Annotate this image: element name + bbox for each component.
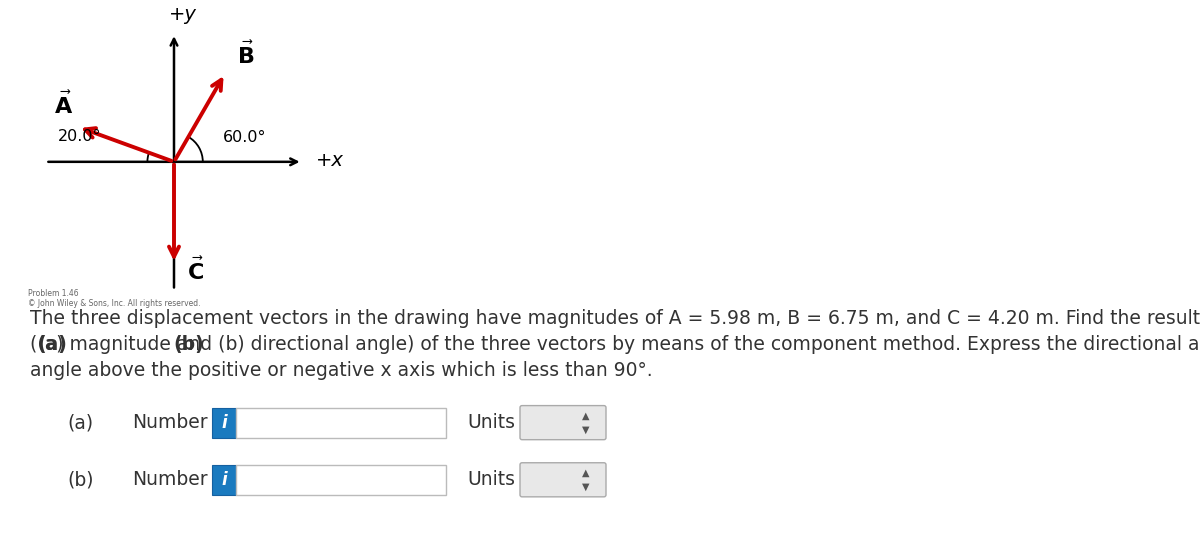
Text: +x: +x	[316, 151, 343, 170]
FancyBboxPatch shape	[520, 463, 606, 497]
Text: Number: Number	[132, 413, 208, 432]
Text: i: i	[221, 413, 227, 432]
Text: (a): (a)	[37, 335, 67, 354]
FancyBboxPatch shape	[520, 406, 606, 440]
Text: ((a) magnitude and (b) directional angle) of the three vectors by means of the c: ((a) magnitude and (b) directional angle…	[30, 335, 1200, 354]
Text: 60.0°: 60.0°	[223, 129, 266, 145]
Text: ▲: ▲	[582, 411, 589, 421]
Text: ▲: ▲	[582, 468, 589, 478]
Text: Units: Units	[467, 413, 515, 432]
Bar	[236, 465, 446, 495]
Text: The three displacement vectors in the drawing have magnitudes of A = 5.98 m, B =: The three displacement vectors in the dr…	[30, 309, 1200, 328]
Text: $\vec{\mathbf{A}}$: $\vec{\mathbf{A}}$	[54, 91, 73, 118]
Text: i: i	[221, 471, 227, 489]
Bar	[212, 407, 236, 437]
Text: Units: Units	[467, 470, 515, 489]
Text: 20.0°: 20.0°	[58, 129, 101, 144]
Text: (a): (a)	[67, 413, 94, 432]
Bar	[212, 465, 236, 495]
Text: Problem 1.46
© John Wiley & Sons, Inc. All rights reserved.: Problem 1.46 © John Wiley & Sons, Inc. A…	[28, 288, 200, 308]
Bar	[236, 407, 446, 437]
Text: ▼: ▼	[582, 482, 589, 492]
Text: (b): (b)	[67, 470, 94, 489]
Text: Number: Number	[132, 470, 208, 489]
Text: $\vec{\mathbf{C}}$: $\vec{\mathbf{C}}$	[187, 257, 204, 284]
Text: (b): (b)	[174, 335, 204, 354]
Text: ▼: ▼	[582, 425, 589, 435]
Text: $\vec{\mathbf{B}}$: $\vec{\mathbf{B}}$	[238, 41, 254, 68]
Text: angle above the positive or negative x axis which is less than 90°.: angle above the positive or negative x a…	[30, 362, 653, 381]
Text: +y: +y	[169, 6, 197, 25]
